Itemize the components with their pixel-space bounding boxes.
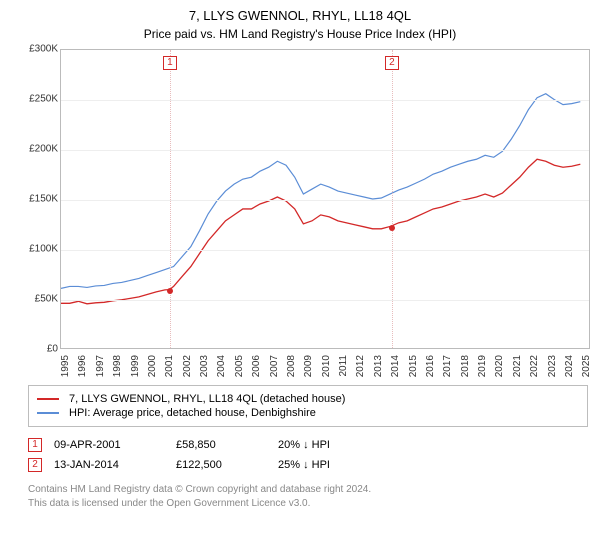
plot-area: 12 <box>60 49 590 349</box>
chart-area: £0£50K£100K£150K£200K£250K£300K 12 19951… <box>20 49 590 379</box>
transaction-row: 1 09-APR-2001 £58,850 20% ↓ HPI <box>28 435 588 455</box>
y-tick-label: £0 <box>20 344 58 355</box>
marker-line-2 <box>392 50 393 348</box>
line-series-svg <box>61 50 589 348</box>
footer-attribution: Contains HM Land Registry data © Crown c… <box>28 483 588 511</box>
transaction-date: 09-APR-2001 <box>54 439 164 451</box>
gridline <box>61 200 589 201</box>
transactions-list: 1 09-APR-2001 £58,850 20% ↓ HPI 2 13-JAN-2014… <box>28 435 588 475</box>
footer-line2: This data is licensed under the Open Gov… <box>28 497 588 511</box>
marker-label-2: 2 <box>385 56 399 70</box>
series-line-hpi <box>61 94 580 289</box>
legend-label: 7, LLYS GWENNOL, RHYL, LL18 4QL (detache… <box>69 393 345 405</box>
gridline <box>61 150 589 151</box>
transaction-pct: 25% ↓ HPI <box>278 459 388 471</box>
legend-section: 7, LLYS GWENNOL, RHYL, LL18 4QL (detache… <box>28 385 588 511</box>
transaction-row: 2 13-JAN-2014 £122,500 25% ↓ HPI <box>28 455 588 475</box>
legend-box: 7, LLYS GWENNOL, RHYL, LL18 4QL (detache… <box>28 385 588 427</box>
legend-swatch <box>37 412 59 414</box>
transaction-num: 1 <box>28 438 42 452</box>
marker-dot-2 <box>389 225 395 231</box>
y-tick-label: £150K <box>20 194 58 205</box>
transaction-num: 2 <box>28 458 42 472</box>
marker-dot-1 <box>167 288 173 294</box>
legend-row-hpi: HPI: Average price, detached house, Denb… <box>37 406 579 420</box>
legend-swatch <box>37 398 59 400</box>
y-tick-label: £100K <box>20 244 58 255</box>
transaction-price: £122,500 <box>176 459 266 471</box>
marker-line-1 <box>170 50 171 348</box>
y-tick-label: £300K <box>20 44 58 55</box>
x-tick-label: 2025 <box>581 355 600 377</box>
gridline <box>61 100 589 101</box>
legend-label: HPI: Average price, detached house, Denb… <box>69 407 316 419</box>
gridline <box>61 300 589 301</box>
gridline <box>61 250 589 251</box>
chart-subtitle: Price paid vs. HM Land Registry's House … <box>0 23 600 49</box>
footer-line1: Contains HM Land Registry data © Crown c… <box>28 483 588 497</box>
y-tick-label: £200K <box>20 144 58 155</box>
legend-row-property: 7, LLYS GWENNOL, RHYL, LL18 4QL (detache… <box>37 392 579 406</box>
transaction-date: 13-JAN-2014 <box>54 459 164 471</box>
transaction-price: £58,850 <box>176 439 266 451</box>
y-tick-label: £50K <box>20 294 58 305</box>
series-line-property <box>61 159 580 304</box>
chart-title: 7, LLYS GWENNOL, RHYL, LL18 4QL <box>0 0 600 23</box>
y-tick-label: £250K <box>20 94 58 105</box>
marker-label-1: 1 <box>163 56 177 70</box>
transaction-pct: 20% ↓ HPI <box>278 439 388 451</box>
